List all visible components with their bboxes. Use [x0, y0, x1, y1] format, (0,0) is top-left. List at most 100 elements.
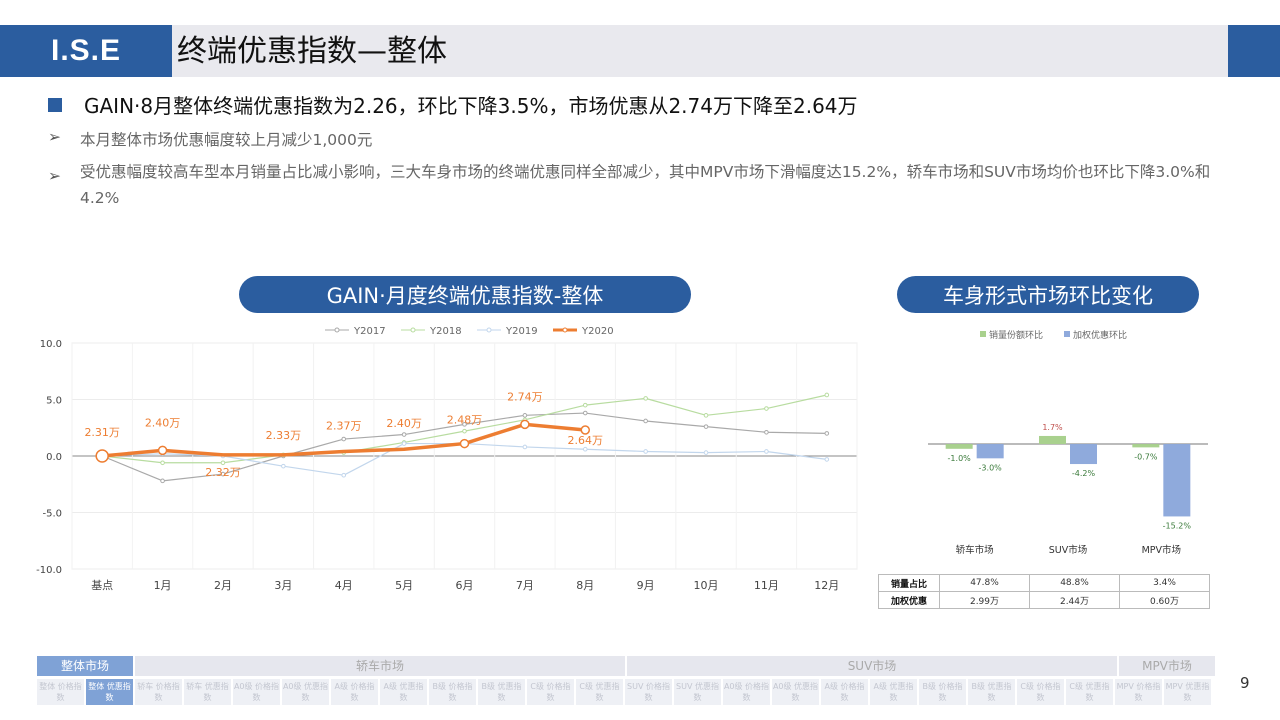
nav-subtab[interactable]: A级 价格指数	[331, 679, 378, 705]
data-label: 2.74万	[507, 390, 543, 403]
nav-top-row: 整体市场 轿车市场 SUV市场 MPV市场	[37, 656, 1219, 676]
bar-chart: 销量份额环比 加权优惠环比 -1.0% -3.0% 轿车市场 1.7% -4.2% SUV市场…	[928, 329, 1208, 556]
table-cell: 2.44万	[1029, 591, 1120, 609]
nav-subtab[interactable]: 轿车 优惠指数	[184, 679, 231, 705]
table-cell: 3.4%	[1119, 574, 1210, 592]
data-label: 2.31万	[84, 426, 120, 439]
nav-subtab[interactable]: 整体 优惠指数	[86, 679, 133, 705]
data-point	[703, 413, 709, 418]
nav-subtab[interactable]: C级 优惠指数	[576, 679, 623, 705]
nav-subtab[interactable]: A级 优惠指数	[380, 679, 427, 705]
table-row: 销量占比 47.8% 48.8% 3.4%	[878, 574, 1210, 592]
arrow-bullet-icon: ➢	[48, 167, 61, 185]
legend-label: Y2020	[581, 326, 614, 337]
legend-marker	[410, 327, 416, 333]
headline-text: GAIN·8月整体终端优惠指数为2.26，环比下降3.5%，市场优惠从2.74万…	[84, 94, 858, 118]
data-point	[824, 392, 830, 398]
arrow-bullet-icon: ➢	[48, 128, 61, 146]
nav-subtab[interactable]: C级 价格指数	[527, 679, 574, 705]
nav-subtab[interactable]: A0级 价格指数	[233, 679, 280, 705]
legend-swatch	[980, 331, 986, 337]
data-point	[281, 463, 286, 469]
nav-tab-overall[interactable]: 整体市场	[37, 656, 133, 676]
square-bullet-icon	[48, 97, 62, 112]
x-tick-label: 11月	[754, 579, 779, 592]
nav-subtab[interactable]: A0级 优惠指数	[772, 679, 819, 705]
data-point	[582, 402, 588, 408]
data-point	[764, 429, 769, 435]
x-tick-label: 9月	[637, 579, 655, 592]
nav-tab-sedan[interactable]: 轿车市场	[135, 656, 625, 676]
nav-subtab[interactable]: B级 优惠指数	[478, 679, 525, 705]
x-tick-label: 8月	[576, 579, 594, 592]
nav-subtab[interactable]: B级 优惠指数	[968, 679, 1015, 705]
nav-sub-row: 整体 价格指数 整体 优惠指数 轿车 价格指数 轿车 优惠指数 A0级 价格指数 A0级 …	[37, 679, 1219, 705]
nav-subtab[interactable]: C级 优惠指数	[1066, 679, 1113, 705]
data-label: 2.37万	[326, 419, 362, 432]
legend-marker	[486, 327, 492, 333]
data-point	[582, 410, 588, 416]
bar	[1163, 444, 1191, 517]
x-tick-label: 基点	[91, 579, 113, 592]
nav-subtab[interactable]: MPV 优惠指数	[1164, 679, 1211, 705]
data-point	[824, 457, 830, 462]
nav-subtab[interactable]: A级 价格指数	[821, 679, 868, 705]
nav-subtab[interactable]: B级 价格指数	[919, 679, 966, 705]
data-point	[341, 472, 347, 478]
data-point	[643, 418, 648, 424]
data-point	[764, 406, 769, 411]
data-point	[582, 446, 588, 452]
data-point	[95, 449, 109, 463]
data-label: 2.48万	[447, 414, 483, 427]
series-line-Y2020	[102, 422, 586, 458]
data-point	[522, 444, 528, 450]
nav-subtab[interactable]: A0级 价格指数	[723, 679, 770, 705]
x-tick-label: 7月	[516, 579, 534, 592]
nav-tab-mpv[interactable]: MPV市场	[1119, 656, 1215, 676]
nav-subtab[interactable]: A0级 优惠指数	[282, 679, 329, 705]
legend-item: Y2017	[325, 326, 386, 337]
nav-subtab[interactable]: MPV 价格指数	[1115, 679, 1162, 705]
line-chart-title: GAIN·月度终端优惠指数-整体	[239, 276, 691, 313]
nav-subtab[interactable]: SUV 优惠指数	[674, 679, 721, 705]
nav-subtab[interactable]: C级 价格指数	[1017, 679, 1064, 705]
nav-subtab[interactable]: SUV 价格指数	[625, 679, 672, 705]
bullet-1-text: 本月整体市场优惠幅度较上月减少1,000元	[80, 131, 373, 149]
nav-subtab[interactable]: 轿车 价格指数	[135, 679, 182, 705]
data-label: 2.64万	[568, 434, 604, 447]
legend-item: Y2020	[553, 326, 614, 337]
data-label: -4.2%	[1072, 469, 1096, 478]
bar	[1070, 444, 1097, 465]
bar	[976, 444, 1004, 459]
y-tick-label: 0.0	[46, 452, 62, 463]
data-point	[401, 432, 407, 437]
nav-subtab[interactable]: B级 价格指数	[429, 679, 476, 705]
data-point	[522, 413, 528, 418]
data-point	[220, 460, 226, 466]
page-number: 9	[1240, 674, 1250, 692]
data-point	[157, 445, 168, 456]
data-point	[703, 450, 709, 455]
nav-subtab[interactable]: A级 优惠指数	[870, 679, 917, 705]
legend-label: Y2019	[505, 326, 538, 337]
legend-label: 销量份额环比	[989, 329, 1043, 341]
data-point	[643, 396, 648, 401]
data-label: 2.40万	[386, 417, 422, 430]
line-chart: 10.0 5.0 0.0 -5.0 -10.0 基点 1月 2月 3月 4月 5月 6月 7月 8月 9月 1…	[36, 326, 858, 592]
nav-subtab[interactable]: 整体 价格指数	[37, 679, 84, 705]
data-point	[824, 431, 830, 436]
nav-tab-suv[interactable]: SUV市场	[627, 656, 1117, 676]
legend-item: Y2019	[477, 326, 538, 337]
y-tick-label: -10.0	[36, 565, 62, 576]
bar-chart-title: 车身形式市场环比变化	[897, 276, 1199, 313]
data-point	[160, 478, 165, 484]
legend-item: Y2018	[401, 326, 462, 337]
data-point	[160, 460, 165, 466]
data-point	[462, 422, 467, 427]
legend-item: 加权优惠环比	[1064, 329, 1127, 341]
data-point	[462, 428, 467, 434]
x-tick-label: MPV市场	[1142, 544, 1181, 556]
legend-label: Y2018	[429, 326, 462, 337]
legend-label: Y2017	[353, 326, 386, 337]
data-label: 2.32万	[205, 466, 241, 479]
